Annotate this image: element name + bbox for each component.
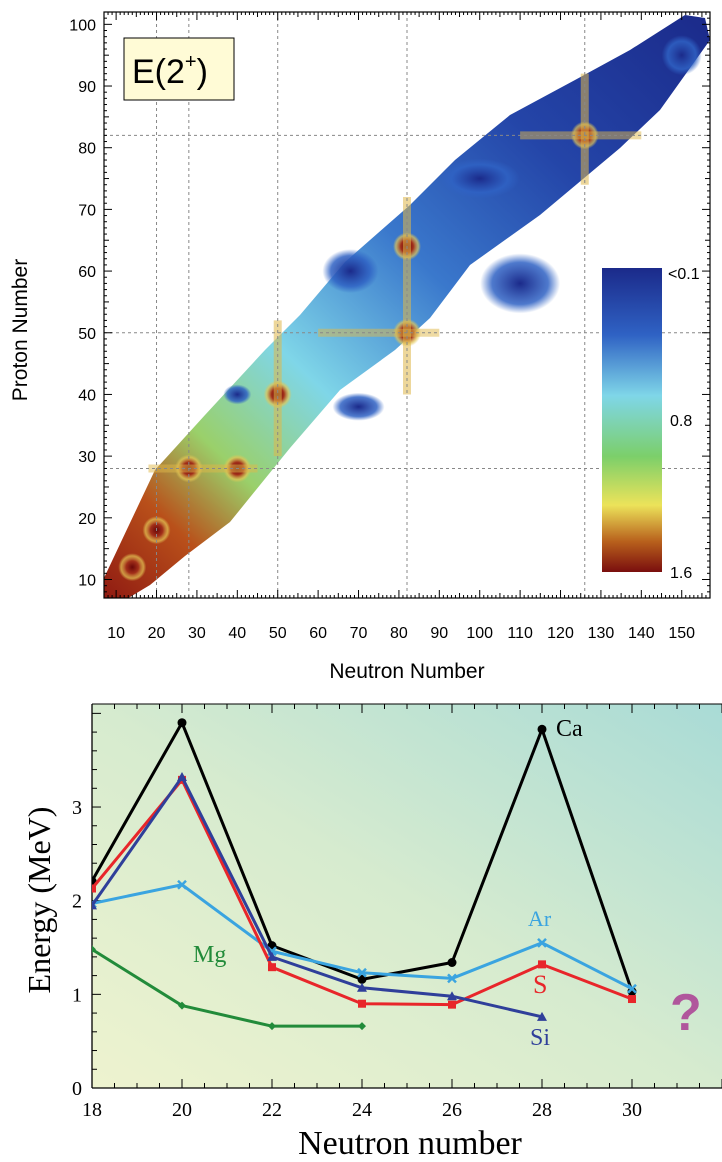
heatmap-title-box: E(2+) bbox=[123, 37, 235, 101]
cool-region-3 bbox=[223, 384, 252, 405]
data-point-ca bbox=[447, 957, 457, 967]
heatmap-y-tick-label: 60 bbox=[78, 264, 96, 281]
data-point-ar bbox=[627, 983, 637, 994]
line-x-tick-label: 30 bbox=[622, 1099, 642, 1121]
line-y-tick-label: 2 bbox=[72, 891, 82, 913]
colorbar-gradient bbox=[602, 268, 662, 572]
line-plot-area bbox=[92, 704, 722, 1088]
data-point-s bbox=[628, 995, 636, 1004]
line-x-tick-label: 26 bbox=[442, 1099, 462, 1121]
data-point-si bbox=[357, 982, 367, 992]
colorbar-label-mid: 0.8 bbox=[670, 413, 692, 430]
e2-heatmap-chart: 10 20 30 40 50 60 70 80 90 100 110 120 130 140 150 10 2… bbox=[9, 11, 711, 683]
cool-region-4 bbox=[480, 253, 561, 314]
line-y-tick-label: 0 bbox=[72, 1078, 82, 1100]
data-point-ar bbox=[447, 973, 457, 984]
heatmap-ticks bbox=[103, 11, 711, 599]
heatmap-x-tick-label: 70 bbox=[350, 625, 368, 642]
heatmap-x-tick-label: 150 bbox=[668, 625, 695, 642]
heatmap-y-tick-label: 90 bbox=[78, 79, 96, 96]
data-point-mg bbox=[178, 1001, 186, 1010]
heatmap-x-tick-label: 40 bbox=[228, 625, 246, 642]
colorbar-label-bottom: 1.6 bbox=[670, 565, 692, 582]
heatmap-y-tick-label: 50 bbox=[78, 326, 96, 343]
data-point-s bbox=[92, 884, 96, 893]
series-label-s: S bbox=[533, 970, 547, 999]
colorbar-label-top: <0.1 bbox=[668, 266, 700, 283]
data-point-ca bbox=[357, 974, 367, 984]
data-point-si bbox=[177, 772, 187, 782]
heatmap-y-tick-label: 20 bbox=[78, 511, 96, 528]
line-series bbox=[92, 718, 637, 1031]
heatmap-y-tick-label: 100 bbox=[69, 17, 96, 34]
line-y-axis-label: Energy (MeV) bbox=[21, 807, 57, 994]
data-point-si bbox=[267, 951, 277, 961]
heatmap-y-axis-label: Proton Number bbox=[9, 259, 32, 401]
heatmap-x-tick-label: 80 bbox=[390, 625, 408, 642]
line-x-tick-label: 20 bbox=[172, 1099, 192, 1121]
data-point-s bbox=[448, 1000, 456, 1009]
data-point-mg bbox=[358, 1022, 366, 1031]
heatmap-x-tick-label: 50 bbox=[269, 625, 287, 642]
heatmap-y-tick-label: 70 bbox=[78, 202, 96, 219]
heatmap-y-tick-label: 30 bbox=[78, 449, 96, 466]
heatmap-x-tick-label: 60 bbox=[309, 625, 327, 642]
data-point-s bbox=[268, 963, 276, 972]
data-point-si bbox=[447, 991, 457, 1001]
series-label-si: Si bbox=[530, 1025, 550, 1051]
heatmap-y-tick-labels: 10 20 30 40 50 60 70 80 90 100 bbox=[69, 17, 96, 589]
energy-line-chart: 18 20 22 24 26 28 30 0 1 2 3 Ca Ar S Si Mg ? Neut… bbox=[21, 703, 722, 1162]
heatmap-x-tick-label: 140 bbox=[628, 625, 655, 642]
heatmap-x-tick-label: 10 bbox=[107, 625, 125, 642]
series-line-mg bbox=[92, 948, 362, 1028]
data-point-ar bbox=[177, 879, 187, 890]
cool-region-0 bbox=[322, 249, 379, 294]
heatmap-x-tick-label: 120 bbox=[547, 625, 574, 642]
line-x-tick-label: 18 bbox=[82, 1099, 102, 1121]
data-point-s bbox=[358, 999, 366, 1008]
heatmap-y-tick-label: 10 bbox=[78, 572, 96, 589]
line-x-tick-label: 22 bbox=[262, 1099, 282, 1121]
data-point-ar bbox=[537, 937, 547, 948]
heatmap-x-axis-label: Neutron Number bbox=[329, 660, 484, 683]
data-point-si bbox=[92, 900, 97, 910]
heatmap-x-tick-label: 20 bbox=[148, 625, 166, 642]
cool-region-5 bbox=[661, 35, 702, 76]
heatmap-y-tick-label: 40 bbox=[78, 387, 96, 404]
line-x-tick-labels: 18 20 22 24 26 28 30 bbox=[82, 1099, 642, 1121]
data-point-mg bbox=[268, 1022, 276, 1031]
colorbar: <0.1 0.8 1.6 bbox=[602, 266, 700, 582]
series-mg bbox=[92, 945, 366, 1031]
series-line-si bbox=[92, 775, 543, 1019]
series-label-ca: Ca bbox=[556, 716, 583, 742]
line-y-tick-label: 3 bbox=[72, 797, 82, 819]
series-si bbox=[92, 772, 547, 1021]
unknown-question-mark: ? bbox=[670, 984, 702, 1042]
heatmap-x-tick-label: 110 bbox=[507, 625, 533, 642]
cool-region-2 bbox=[332, 392, 385, 421]
heatmap-x-tick-label: 130 bbox=[588, 625, 615, 642]
data-point-s bbox=[538, 960, 546, 969]
data-point-ar bbox=[357, 967, 367, 978]
heatmap-x-tick-label: 100 bbox=[466, 625, 493, 642]
heatmap-title: E(2+) bbox=[132, 51, 208, 91]
hot-spot-7 bbox=[118, 553, 147, 582]
data-point-ca bbox=[177, 718, 187, 728]
series-label-ar: Ar bbox=[528, 906, 552, 931]
line-x-tick-label: 28 bbox=[532, 1099, 552, 1121]
series-label-mg: Mg bbox=[193, 942, 226, 968]
line-x-tick-label: 24 bbox=[352, 1099, 372, 1121]
data-point-si bbox=[537, 1011, 547, 1021]
heatmap-x-tick-labels: 10 20 30 40 50 60 70 80 90 100 110 120 130 140 150 bbox=[107, 625, 695, 642]
heatmap-y-tick-label: 80 bbox=[78, 141, 96, 158]
heatmap-x-tick-label: 90 bbox=[430, 625, 448, 642]
line-x-axis-label: Neutron number bbox=[298, 1125, 522, 1162]
line-y-tick-label: 1 bbox=[72, 984, 82, 1006]
data-point-ca bbox=[537, 724, 547, 734]
line-y-tick-labels: 0 1 2 3 bbox=[72, 797, 82, 1100]
cool-region-1 bbox=[439, 158, 520, 199]
heatmap-x-tick-label: 30 bbox=[188, 625, 206, 642]
data-point-mg bbox=[92, 945, 96, 954]
